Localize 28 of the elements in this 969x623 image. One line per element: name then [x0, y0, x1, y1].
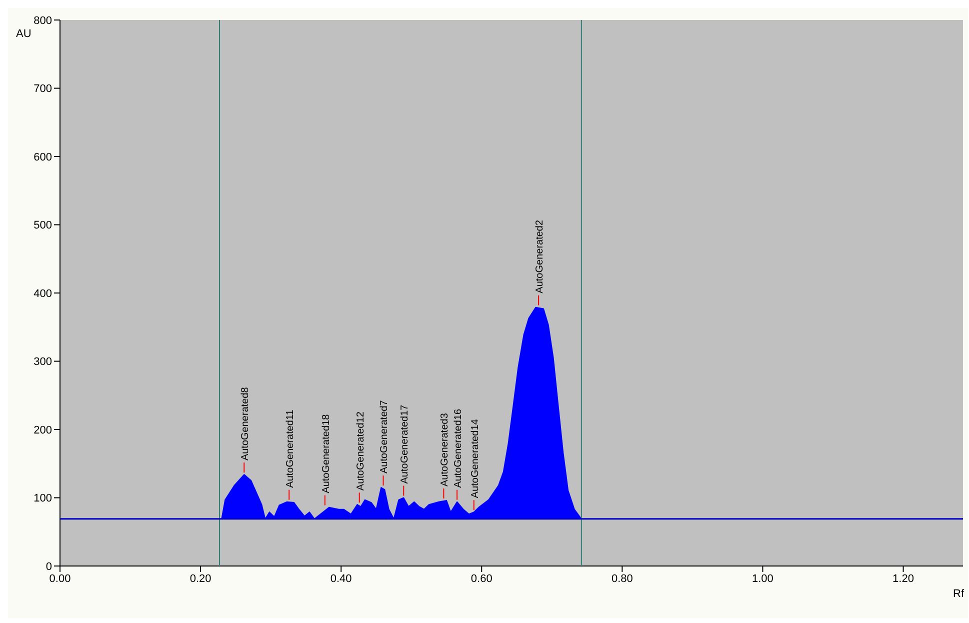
annotation: AutoGenerated7 — [379, 400, 390, 474]
x-tick-label: 0.80 — [611, 572, 633, 585]
x-tick-label: 1.20 — [892, 572, 914, 585]
y-tick-label: 800 — [34, 14, 52, 27]
y-axis-title: AU — [16, 28, 32, 40]
x-tick-label: 0.20 — [190, 572, 212, 585]
annotation: AutoGenerated18 — [320, 414, 332, 494]
x-tick-label: 0.60 — [470, 572, 492, 585]
annotation: AutoGenerated2 — [534, 220, 546, 294]
y-tick-label: 100 — [34, 492, 52, 505]
y-tick-label: 500 — [34, 220, 52, 232]
x-tick-label: 0.00 — [49, 572, 71, 585]
y-tick-label: 400 — [34, 288, 52, 300]
y-tick-label: 0 — [46, 560, 52, 573]
annotation: AutoGenerated14 — [470, 418, 481, 498]
y-tick-label: 600 — [34, 151, 52, 164]
y-tick-label: 700 — [34, 83, 52, 96]
annotation: AutoGenerated16 — [453, 408, 464, 488]
annotation: AutoGenerated12 — [355, 411, 366, 491]
annotation: AutoGenerated8 — [240, 386, 252, 461]
x-tick-label: 1.00 — [752, 572, 774, 585]
x-axis-title: Rf — [953, 588, 964, 600]
annotation: AutoGenerated17 — [400, 404, 411, 484]
x-tick-label: 0.40 — [330, 572, 352, 585]
y-tick-label: 300 — [34, 356, 52, 368]
y-tick-label: 200 — [34, 424, 52, 436]
annotation: AutoGenerated3 — [440, 412, 451, 486]
annotation: AutoGenerated11 — [285, 409, 296, 488]
